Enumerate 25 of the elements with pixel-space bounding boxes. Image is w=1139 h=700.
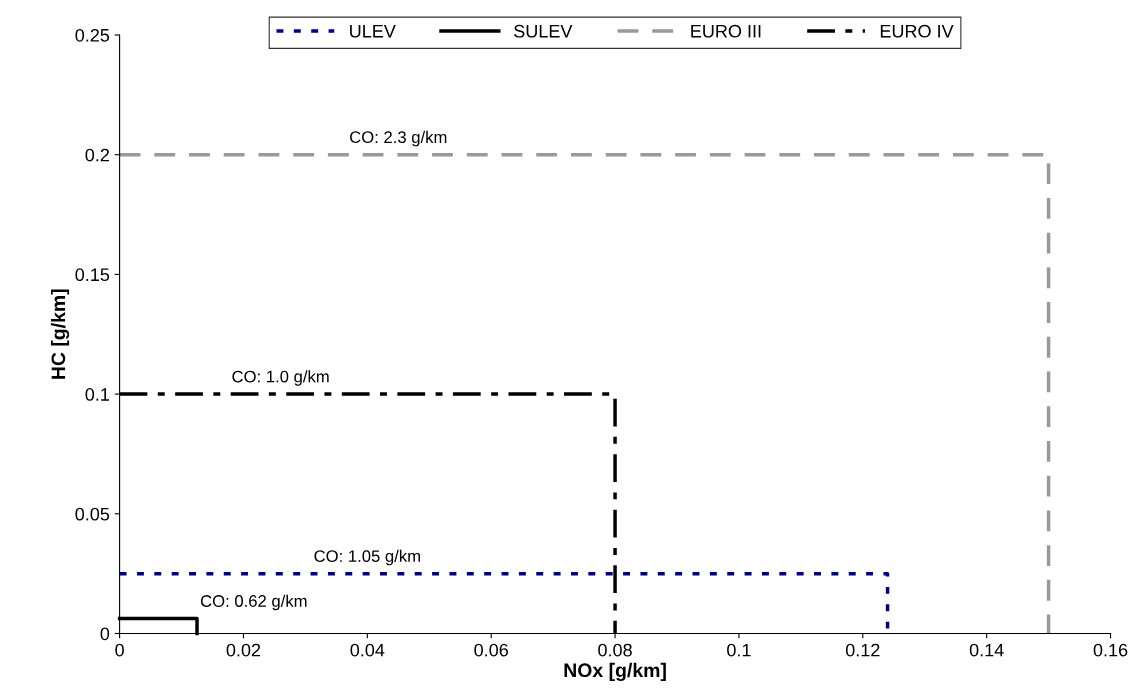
- annotation: CO: 1.05 g/km: [314, 549, 420, 566]
- x-tick-label: 0.04: [350, 643, 385, 657]
- x-tick-label: 0.02: [226, 643, 261, 657]
- y-tick-label: 0: [100, 627, 110, 641]
- y-tick-label: 0.25: [75, 28, 110, 42]
- y-tick-label: 0.05: [75, 507, 110, 521]
- legend-label: ULEV: [350, 24, 396, 38]
- y-axis-title: HC [g/km]: [50, 289, 70, 379]
- x-tick-label: 0.1: [727, 643, 751, 657]
- legend-label: EURO III: [691, 24, 761, 38]
- x-tick-label: 0.14: [969, 643, 1004, 657]
- y-tick-label: 0.15: [75, 268, 110, 282]
- x-tick-label: 0.12: [845, 643, 880, 657]
- x-tick-label: 0: [115, 643, 124, 657]
- x-axis-title: NOx [g/km]: [564, 662, 666, 682]
- x-tick-label: 0.08: [598, 643, 632, 657]
- y-tick-label: 0.1: [85, 388, 109, 401]
- annotation: CO: 2.3 g/km: [350, 130, 447, 147]
- x-tick-label: 0.06: [474, 643, 508, 657]
- x-tick-label: 0.16: [1093, 643, 1128, 657]
- annotation: CO: 1.0 g/km: [232, 370, 329, 386]
- y-tick-label: 0.2: [85, 148, 109, 162]
- legend-label: EURO IV: [880, 24, 954, 38]
- legend-label: SULEV: [514, 24, 573, 38]
- annotation: CO: 0.62 g/km: [200, 594, 307, 611]
